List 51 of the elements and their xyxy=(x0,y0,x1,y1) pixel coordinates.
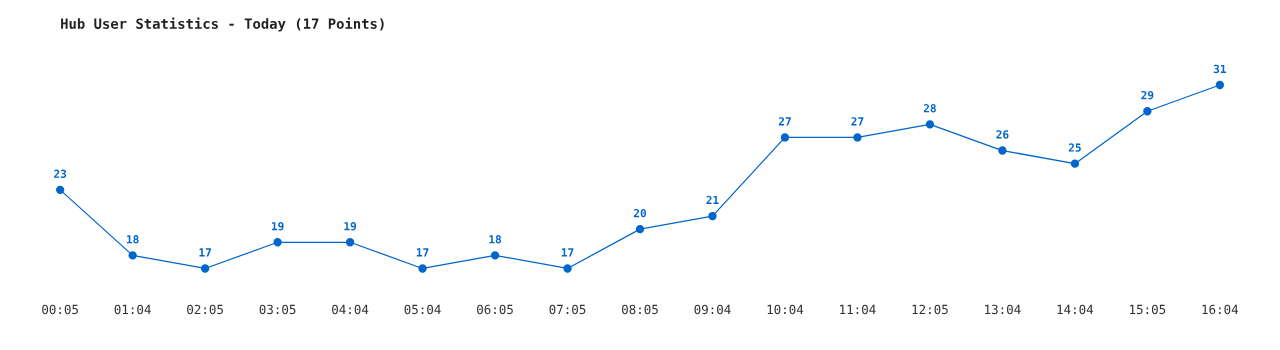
data-label: 26 xyxy=(996,130,1009,139)
x-tick-label: 04:04 xyxy=(332,304,369,315)
point xyxy=(128,251,137,260)
data-label: 18 xyxy=(126,235,139,244)
x-tick-label: 14:04 xyxy=(1057,304,1094,315)
data-label: 23 xyxy=(54,169,67,178)
x-tick-label: 11:04 xyxy=(840,304,876,315)
x-tick-label: 00:05 xyxy=(42,304,78,315)
x-tick-label: 13:04 xyxy=(985,304,1021,315)
data-label: 17 xyxy=(416,248,429,257)
data-label: 19 xyxy=(344,222,357,231)
point xyxy=(853,133,862,142)
x-tick-label: 01:04 xyxy=(114,304,151,315)
data-label: 17 xyxy=(199,248,211,257)
data-label: 31 xyxy=(1213,64,1226,74)
data-label: 27 xyxy=(778,117,791,126)
data-label: 17 xyxy=(561,248,574,257)
data-label: 28 xyxy=(923,104,936,113)
x-tick-label: 12:05 xyxy=(912,304,948,315)
x-tick-label: 15:05 xyxy=(1130,304,1166,315)
x-tick-label: 06:05 xyxy=(477,304,513,315)
x-tick-label: 02:05 xyxy=(187,304,223,315)
point xyxy=(1070,159,1080,168)
point xyxy=(418,264,427,273)
x-tick-label: 10:04 xyxy=(767,304,804,315)
point xyxy=(1215,80,1225,90)
point xyxy=(273,238,282,247)
x-tick-label: 05:04 xyxy=(404,304,441,315)
point xyxy=(1143,107,1152,116)
data-label: 29 xyxy=(1141,90,1154,100)
x-tick-label: 07:05 xyxy=(549,304,586,315)
data-label: 21 xyxy=(706,195,719,205)
chart-title: Hub User Statistics - Today (17 Points) xyxy=(61,17,384,32)
point xyxy=(55,185,65,195)
data-label: 20 xyxy=(633,208,647,218)
x-tick-label: 09:04 xyxy=(694,304,731,315)
point xyxy=(708,211,717,221)
data-label: 27 xyxy=(851,117,864,126)
data-label: 18 xyxy=(489,235,502,244)
x-tick-label: 08:05 xyxy=(622,304,658,315)
x-tick-label: 03:05 xyxy=(259,304,296,315)
data-label: 19 xyxy=(271,222,284,231)
data-label: 25 xyxy=(1068,143,1081,152)
point xyxy=(200,264,210,273)
point xyxy=(345,238,355,247)
point xyxy=(635,225,645,234)
point xyxy=(998,146,1007,155)
point xyxy=(925,120,935,129)
point xyxy=(780,133,790,142)
point xyxy=(490,251,500,260)
x-tick-label: 16:04 xyxy=(1202,304,1239,315)
